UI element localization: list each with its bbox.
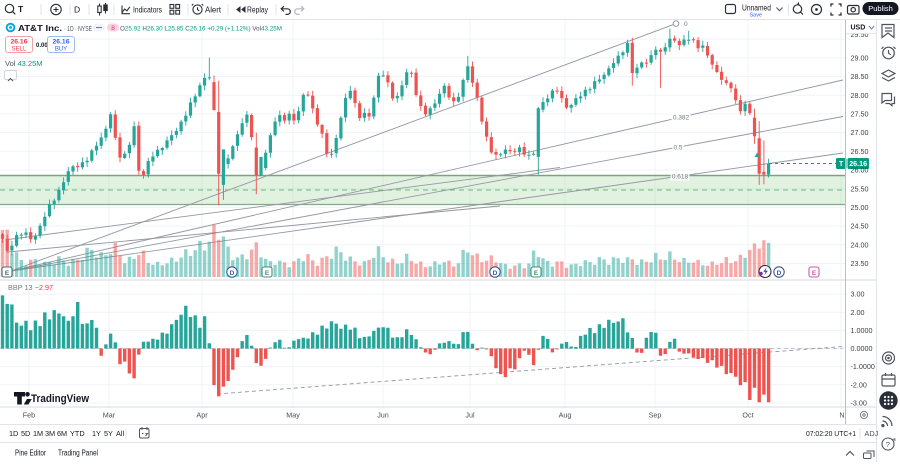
svg-text:T: T [839, 161, 844, 168]
svg-text:1.0000: 1.0000 [851, 326, 873, 335]
svg-text:YTD: YTD [70, 429, 85, 438]
svg-text:AT&T Inc.: AT&T Inc. [18, 23, 62, 33]
svg-text:0.618: 0.618 [672, 174, 689, 181]
svg-text:E: E [534, 270, 539, 277]
svg-text:· 1D · NYSE: · 1D · NYSE [64, 24, 92, 33]
svg-text:26.00: 26.00 [851, 166, 869, 175]
svg-text:8: 8 [111, 25, 115, 32]
svg-text:6M: 6M [57, 429, 67, 438]
svg-text:TradingView: TradingView [31, 393, 89, 405]
svg-text:E: E [265, 270, 270, 277]
svg-text:?: ? [886, 440, 890, 449]
svg-text:24.50: 24.50 [851, 222, 869, 231]
svg-text:28.50: 28.50 [851, 72, 869, 81]
svg-text:D: D [777, 270, 782, 277]
svg-text:D: D [493, 270, 498, 277]
svg-text:0.0000: 0.0000 [851, 344, 873, 353]
svg-text:Pine Editor: Pine Editor [15, 449, 46, 458]
svg-text:Save: Save [750, 13, 763, 19]
svg-text:25.00: 25.00 [851, 203, 869, 212]
svg-text:SELL: SELL [12, 47, 27, 53]
svg-text:Jul: Jul [465, 411, 475, 420]
svg-text:Sep: Sep [649, 411, 662, 420]
svg-text:0.00: 0.00 [36, 43, 48, 49]
svg-text:25.50: 25.50 [851, 184, 869, 193]
svg-text:0.5: 0.5 [673, 145, 682, 152]
svg-text:29.50: 29.50 [851, 30, 869, 39]
svg-text:Aug: Aug [559, 411, 572, 420]
svg-text:Publish: Publish [868, 4, 893, 13]
svg-text:1D: 1D [9, 429, 18, 438]
svg-text:26.16: 26.16 [10, 39, 27, 46]
svg-text:USD: USD [851, 24, 866, 31]
svg-text:E: E [812, 270, 817, 277]
svg-text:Indicators: Indicators [133, 6, 162, 15]
svg-text:Oct: Oct [742, 411, 753, 420]
svg-text:Trading Panel: Trading Panel [58, 449, 98, 458]
svg-text:D: D [74, 5, 80, 15]
svg-text:T: T [18, 4, 24, 14]
svg-text:27.50: 27.50 [851, 110, 869, 119]
svg-text:23.50: 23.50 [851, 259, 869, 268]
svg-text:Replay: Replay [247, 6, 268, 15]
svg-text:May: May [286, 411, 300, 420]
svg-text:1Y: 1Y [92, 429, 101, 438]
svg-text:BUY: BUY [55, 47, 67, 53]
svg-text:N: N [839, 411, 844, 420]
svg-text:2.00: 2.00 [851, 308, 865, 317]
svg-text:-2.00: -2.00 [851, 380, 867, 389]
svg-text:Unnamed: Unnamed [742, 4, 771, 13]
svg-text:Mar: Mar [103, 411, 116, 420]
svg-text:E: E [5, 270, 10, 277]
svg-text:1M: 1M [33, 429, 43, 438]
svg-text:Alert: Alert [205, 6, 222, 15]
svg-text:0: 0 [684, 21, 688, 28]
svg-text:Apr: Apr [196, 411, 208, 420]
svg-text:24.00: 24.00 [851, 240, 869, 249]
svg-text:5Y: 5Y [104, 429, 113, 438]
svg-text:D: D [230, 270, 235, 277]
svg-text:ADJ: ADJ [865, 429, 879, 438]
svg-text:-3.00: -3.00 [851, 399, 867, 408]
svg-text:O25.92 H26.30 L25.85 C26.16 +0: O25.92 H26.30 L25.85 C26.16 +0.29 (+1.12… [120, 26, 282, 33]
svg-text:26.50: 26.50 [851, 147, 869, 156]
svg-text:0.382: 0.382 [673, 115, 690, 122]
svg-text:5D: 5D [21, 429, 30, 438]
svg-text:-1.0000: -1.0000 [851, 362, 875, 371]
svg-text:All: All [116, 429, 124, 438]
svg-text:26.16: 26.16 [52, 39, 69, 46]
svg-text:Jun: Jun [377, 411, 389, 420]
svg-text:26.16: 26.16 [849, 159, 867, 168]
svg-text:29.00: 29.00 [851, 53, 869, 62]
svg-text:07:02:20 UTC+1: 07:02:20 UTC+1 [806, 429, 856, 438]
svg-text:3M: 3M [45, 429, 55, 438]
svg-text:27.00: 27.00 [851, 128, 869, 137]
svg-text:3.00: 3.00 [851, 290, 865, 299]
svg-text:Feb: Feb [23, 411, 35, 420]
svg-text:28.00: 28.00 [851, 91, 869, 100]
